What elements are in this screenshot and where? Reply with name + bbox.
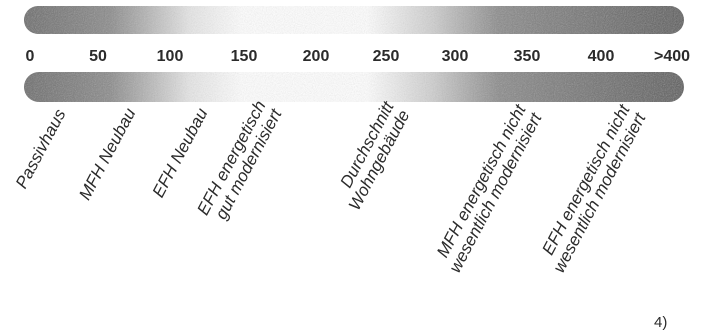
scale-tick-label: 350 [514, 48, 541, 65]
scale-ticks: 0 50 100 150 200 250 300 350 400 >400 [26, 48, 691, 65]
scale-band-top [24, 6, 684, 34]
scale-tick-label: 250 [373, 48, 400, 65]
scale-tick-label: 200 [303, 48, 330, 65]
category-labels: Passivhaus MFH Neubau EFH Neubau EFH energe… [12, 97, 650, 275]
scale-tick-label: >400 [654, 48, 690, 65]
scale-tick-label: 150 [231, 48, 258, 65]
category-label: Passivhaus [12, 106, 70, 192]
scale-tick-label: 0 [26, 48, 35, 65]
category-label-line: Passivhaus [12, 106, 70, 192]
scale-tick-label: 300 [442, 48, 469, 65]
category-label-line: EFH Neubau [149, 104, 212, 200]
category-label: MFH Neubau [75, 104, 139, 203]
scale-band-bottom [24, 72, 684, 102]
footnote-marker: 4) [654, 314, 667, 331]
category-label: EFH Neubau [149, 104, 212, 200]
category-label-line: MFH Neubau [75, 104, 139, 203]
scale-tick-label: 50 [89, 48, 107, 65]
scale-tick-label: 100 [157, 48, 184, 65]
scale-tick-label: 400 [588, 48, 615, 65]
